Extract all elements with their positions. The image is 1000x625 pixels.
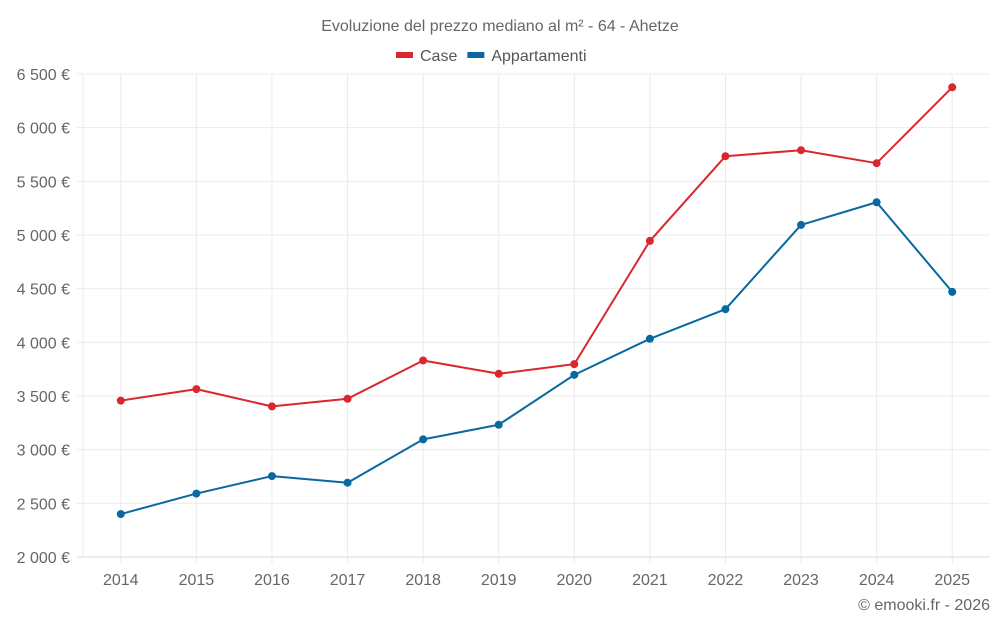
legend-item: Appartamenti <box>467 48 587 65</box>
grid <box>77 73 990 564</box>
copyright-footer: © emooki.fr - 2026 <box>858 597 990 614</box>
legend-swatch <box>467 52 485 58</box>
y-axis: 2 000 € 2 500 € 3 000 € 3 500 € 4 000 € 4 500… <box>17 67 70 567</box>
data-point <box>645 334 654 343</box>
data-point <box>872 198 881 207</box>
y-tick-label: 5 500 € <box>17 174 70 191</box>
y-tick-label: 3 500 € <box>17 389 70 406</box>
y-tick-label: 4 500 € <box>17 282 70 299</box>
x-tick-label: 2014 <box>103 572 139 589</box>
data-point <box>948 83 957 92</box>
series-line <box>120 86 953 408</box>
data-point <box>267 472 276 481</box>
x-tick-label: 2019 <box>481 572 517 589</box>
data-point <box>494 420 503 429</box>
data-point <box>797 220 806 229</box>
x-tick-label: 2021 <box>632 572 668 589</box>
x-tick-label: 2023 <box>783 572 819 589</box>
data-point <box>570 360 579 369</box>
data-point <box>494 369 503 378</box>
x-tick-label: 2016 <box>254 572 290 589</box>
x-tick-label: 2024 <box>859 572 895 589</box>
data-point <box>116 510 125 519</box>
legend-label: Case <box>420 48 457 65</box>
series-line <box>120 201 953 516</box>
data-point <box>721 305 730 314</box>
y-tick-label: 4 000 € <box>17 335 70 352</box>
data-point <box>721 152 730 161</box>
data-point <box>797 146 806 155</box>
data-point <box>645 236 654 245</box>
data-point <box>116 396 125 405</box>
x-tick-label: 2015 <box>179 572 215 589</box>
data-point <box>570 370 579 379</box>
data-point <box>419 356 428 365</box>
y-tick-label: 2 000 € <box>17 550 70 567</box>
data-point <box>343 394 352 403</box>
x-tick-label: 2025 <box>934 572 970 589</box>
data-point <box>872 159 881 168</box>
legend-item: Case <box>396 48 457 65</box>
chart-title: Evoluzione del prezzo mediano al m² - 64… <box>321 18 679 35</box>
series-group <box>116 83 957 519</box>
y-tick-label: 5 000 € <box>17 228 70 245</box>
x-tick-label: 2017 <box>330 572 366 589</box>
y-tick-label: 3 000 € <box>17 443 70 460</box>
data-point <box>192 385 201 394</box>
data-point <box>948 287 957 296</box>
x-tick-label: 2020 <box>556 572 592 589</box>
data-point <box>343 478 352 487</box>
legend: Case Appartamenti <box>396 48 587 65</box>
x-axis: 2014 2015 2016 2017 2018 2019 2020 2021 2022 2023… <box>103 572 970 589</box>
legend-swatch <box>396 52 413 58</box>
data-point <box>419 435 428 444</box>
y-tick-label: 6 000 € <box>17 121 70 138</box>
x-tick-label: 2022 <box>708 572 744 589</box>
legend-label: Appartamenti <box>491 48 586 65</box>
data-point <box>192 489 201 498</box>
data-point <box>267 402 276 411</box>
series-case <box>116 83 957 411</box>
y-tick-label: 6 500 € <box>17 67 70 84</box>
series-appartamenti <box>116 198 957 519</box>
x-tick-label: 2018 <box>405 572 441 589</box>
y-tick-label: 2 500 € <box>17 496 70 513</box>
